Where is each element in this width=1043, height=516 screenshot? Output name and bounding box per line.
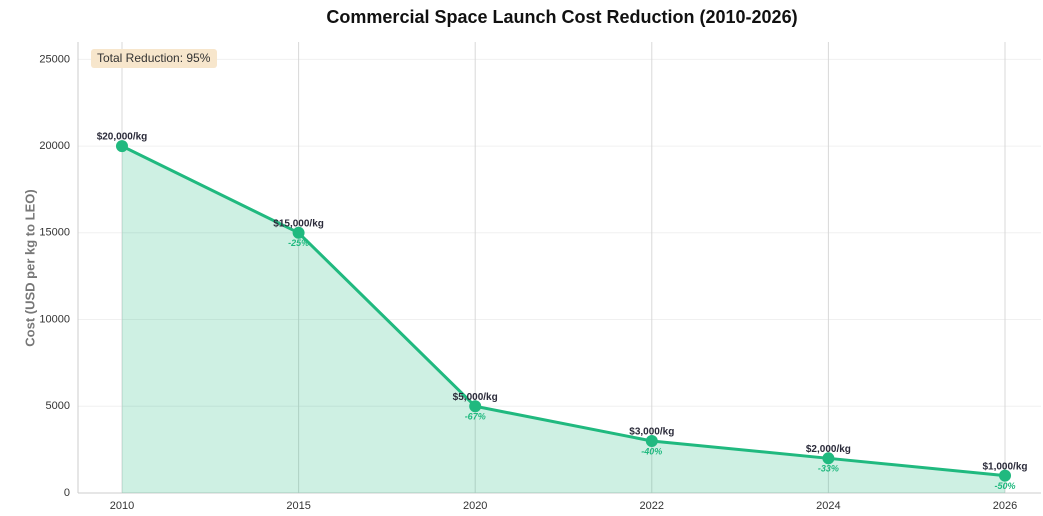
- point: [822, 452, 835, 465]
- line: [121, 144, 1006, 478]
- value-label: $2,000/kg: [806, 444, 851, 455]
- point: [999, 469, 1011, 482]
- point: [469, 400, 482, 413]
- point: [116, 140, 128, 153]
- annotation-box: [91, 49, 217, 68]
- y-tick-label: 15000: [39, 227, 70, 239]
- x-tick-label: 2024: [816, 500, 840, 512]
- y-tick-label: 10000: [39, 313, 70, 325]
- y-tick-label: 5000: [46, 400, 70, 412]
- y-tick-label: 20000: [39, 140, 70, 152]
- y-tick-label: 25000: [39, 53, 70, 65]
- y-tick-label: 0: [64, 487, 70, 499]
- area: [122, 146, 1005, 494]
- change-label: -50%: [994, 481, 1015, 491]
- change-label: -33%: [818, 464, 839, 474]
- y-axis-label: Cost (USD per kg to LEO): [22, 189, 37, 346]
- change-label: -25%: [288, 238, 309, 248]
- value-label: $15,000/kg: [273, 218, 324, 229]
- chart-title: Commercial Space Launch Cost Reduction (…: [326, 7, 797, 27]
- x-tick-label: 2022: [640, 500, 664, 512]
- value-label: $5,000/kg: [453, 392, 498, 403]
- value-label: $3,000/kg: [629, 427, 674, 438]
- change-label: -40%: [641, 446, 662, 456]
- annotation: Total Reduction: 95%: [97, 51, 211, 65]
- point: [645, 434, 658, 447]
- x-tick-label: 2020: [463, 500, 487, 512]
- x-tick-label: 2010: [110, 500, 134, 512]
- value-label: $1,000/kg: [982, 461, 1027, 472]
- change-label: -67%: [465, 412, 486, 422]
- value-label: $20,000/kg: [97, 132, 148, 143]
- x-tick-label: 2015: [286, 500, 310, 512]
- x-tick-label: 2026: [993, 500, 1017, 512]
- point: [292, 226, 305, 239]
